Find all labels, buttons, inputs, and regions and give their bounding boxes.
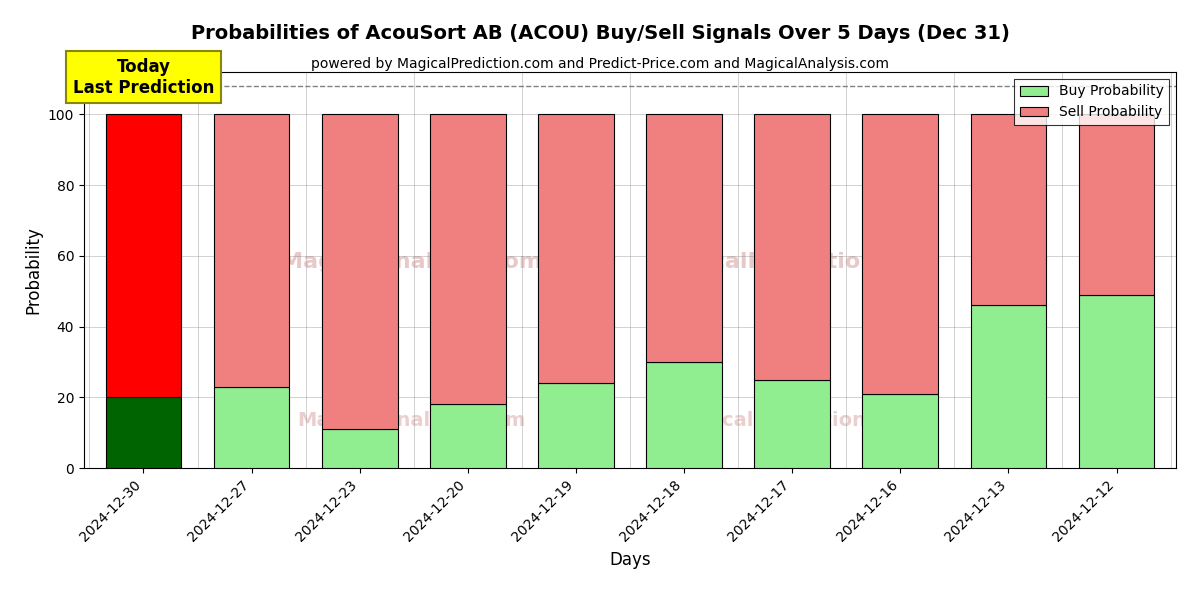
- Bar: [863, 394, 938, 468]
- Text: MagicalPrediction.com: MagicalPrediction.com: [668, 411, 919, 430]
- Text: Probabilities of AcouSort AB (ACOU) Buy/Sell Signals Over 5 Days (Dec 31): Probabilities of AcouSort AB (ACOU) Buy/…: [191, 24, 1009, 43]
- Text: MagicalAnalysis.com: MagicalAnalysis.com: [281, 252, 542, 272]
- Bar: [971, 115, 1046, 305]
- Y-axis label: Probability: Probability: [24, 226, 42, 314]
- Bar: [755, 380, 830, 468]
- Text: powered by MagicalPrediction.com and Predict-Price.com and MagicalAnalysis.com: powered by MagicalPrediction.com and Pre…: [311, 57, 889, 71]
- Bar: [863, 115, 938, 394]
- Legend: Buy Probability, Sell Probability: Buy Probability, Sell Probability: [1014, 79, 1169, 125]
- Bar: [430, 115, 505, 404]
- Bar: [106, 397, 181, 468]
- Bar: [647, 362, 722, 468]
- Bar: [1079, 115, 1154, 295]
- Bar: [106, 115, 181, 397]
- Bar: [430, 404, 505, 468]
- Text: Today
Last Prediction: Today Last Prediction: [73, 58, 214, 97]
- Bar: [214, 115, 289, 386]
- Bar: [538, 115, 613, 383]
- X-axis label: Days: Days: [610, 551, 650, 569]
- Bar: [647, 115, 722, 362]
- Text: MagicalAnalysis.com: MagicalAnalysis.com: [298, 411, 526, 430]
- Bar: [538, 383, 613, 468]
- Bar: [755, 115, 830, 380]
- Bar: [214, 386, 289, 468]
- Bar: [1079, 295, 1154, 468]
- Bar: [322, 115, 397, 429]
- Bar: [971, 305, 1046, 468]
- Text: MagicalPrediction.com: MagicalPrediction.com: [652, 252, 936, 272]
- Bar: [322, 429, 397, 468]
